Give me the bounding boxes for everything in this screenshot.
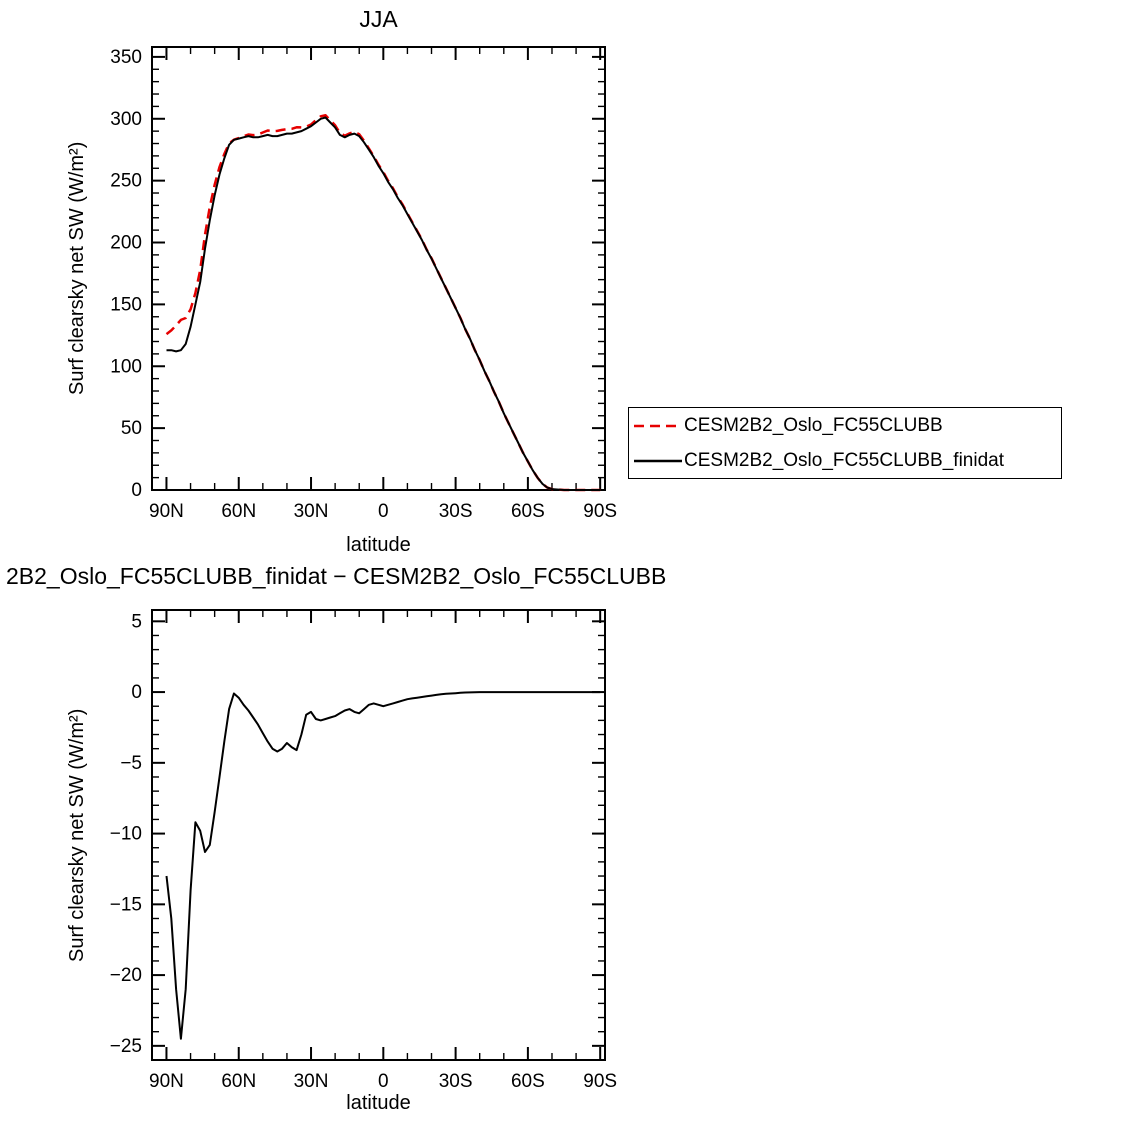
svg-text:30N: 30N [294,1071,329,1092]
svg-text:50: 50 [121,418,142,439]
svg-text:60S: 60S [511,1071,545,1092]
top-chart-y-axis-label: Surf clearsky net SW (W/m²) [66,141,88,396]
diff-chart-x-axis-label: latitude [346,1092,411,1114]
diff-chart-y-axis-label: Surf clearsky net SW (W/m²) [66,708,88,962]
svg-text:60N: 60N [221,501,256,522]
legend-solid-line-icon [634,459,682,462]
top-chart-title: JJA [359,6,398,32]
svg-text:0: 0 [378,1071,389,1092]
diff-chart-title: 2B2_Oslo_FC55CLUBB_finidat − CESM2B2_Osl… [6,563,667,589]
legend-label-oslo-fc55clubb-finidat: CESM2B2_Oslo_FC55CLUBB_finidat [684,449,1004,471]
svg-text:−25: −25 [110,1036,142,1057]
svg-text:250: 250 [110,171,142,192]
svg-text:0: 0 [378,501,389,522]
svg-text:0: 0 [131,480,142,501]
svg-text:−10: −10 [110,824,142,845]
svg-text:−5: −5 [120,753,142,774]
svg-text:200: 200 [110,233,142,254]
svg-text:60N: 60N [221,1071,256,1092]
svg-text:90S: 90S [583,1071,617,1092]
legend-label-oslo-fc55clubb: CESM2B2_Oslo_FC55CLUBB [684,414,943,436]
svg-text:30S: 30S [439,1071,473,1092]
svg-text:−20: −20 [110,965,142,986]
legend: CESM2B2_Oslo_FC55CLUBB CESM2B2_Oslo_FC55… [628,407,1062,479]
svg-text:30N: 30N [294,501,329,522]
svg-text:60S: 60S [511,501,545,522]
svg-text:90N: 90N [149,501,184,522]
svg-text:100: 100 [110,356,142,377]
svg-text:0: 0 [131,682,142,703]
svg-text:150: 150 [110,294,142,315]
legend-item-oslo-fc55clubb: CESM2B2_Oslo_FC55CLUBB [629,408,1061,443]
svg-text:30S: 30S [439,501,473,522]
legend-item-oslo-fc55clubb-finidat: CESM2B2_Oslo_FC55CLUBB_finidat [629,443,1061,478]
svg-text:90N: 90N [149,1071,184,1092]
svg-text:350: 350 [110,47,142,68]
svg-text:90S: 90S [583,501,617,522]
svg-text:−15: −15 [110,894,142,915]
legend-dashed-line-icon [634,424,682,427]
top-chart-x-axis-label: latitude [346,534,411,556]
svg-text:300: 300 [110,109,142,130]
svg-text:5: 5 [131,611,142,632]
